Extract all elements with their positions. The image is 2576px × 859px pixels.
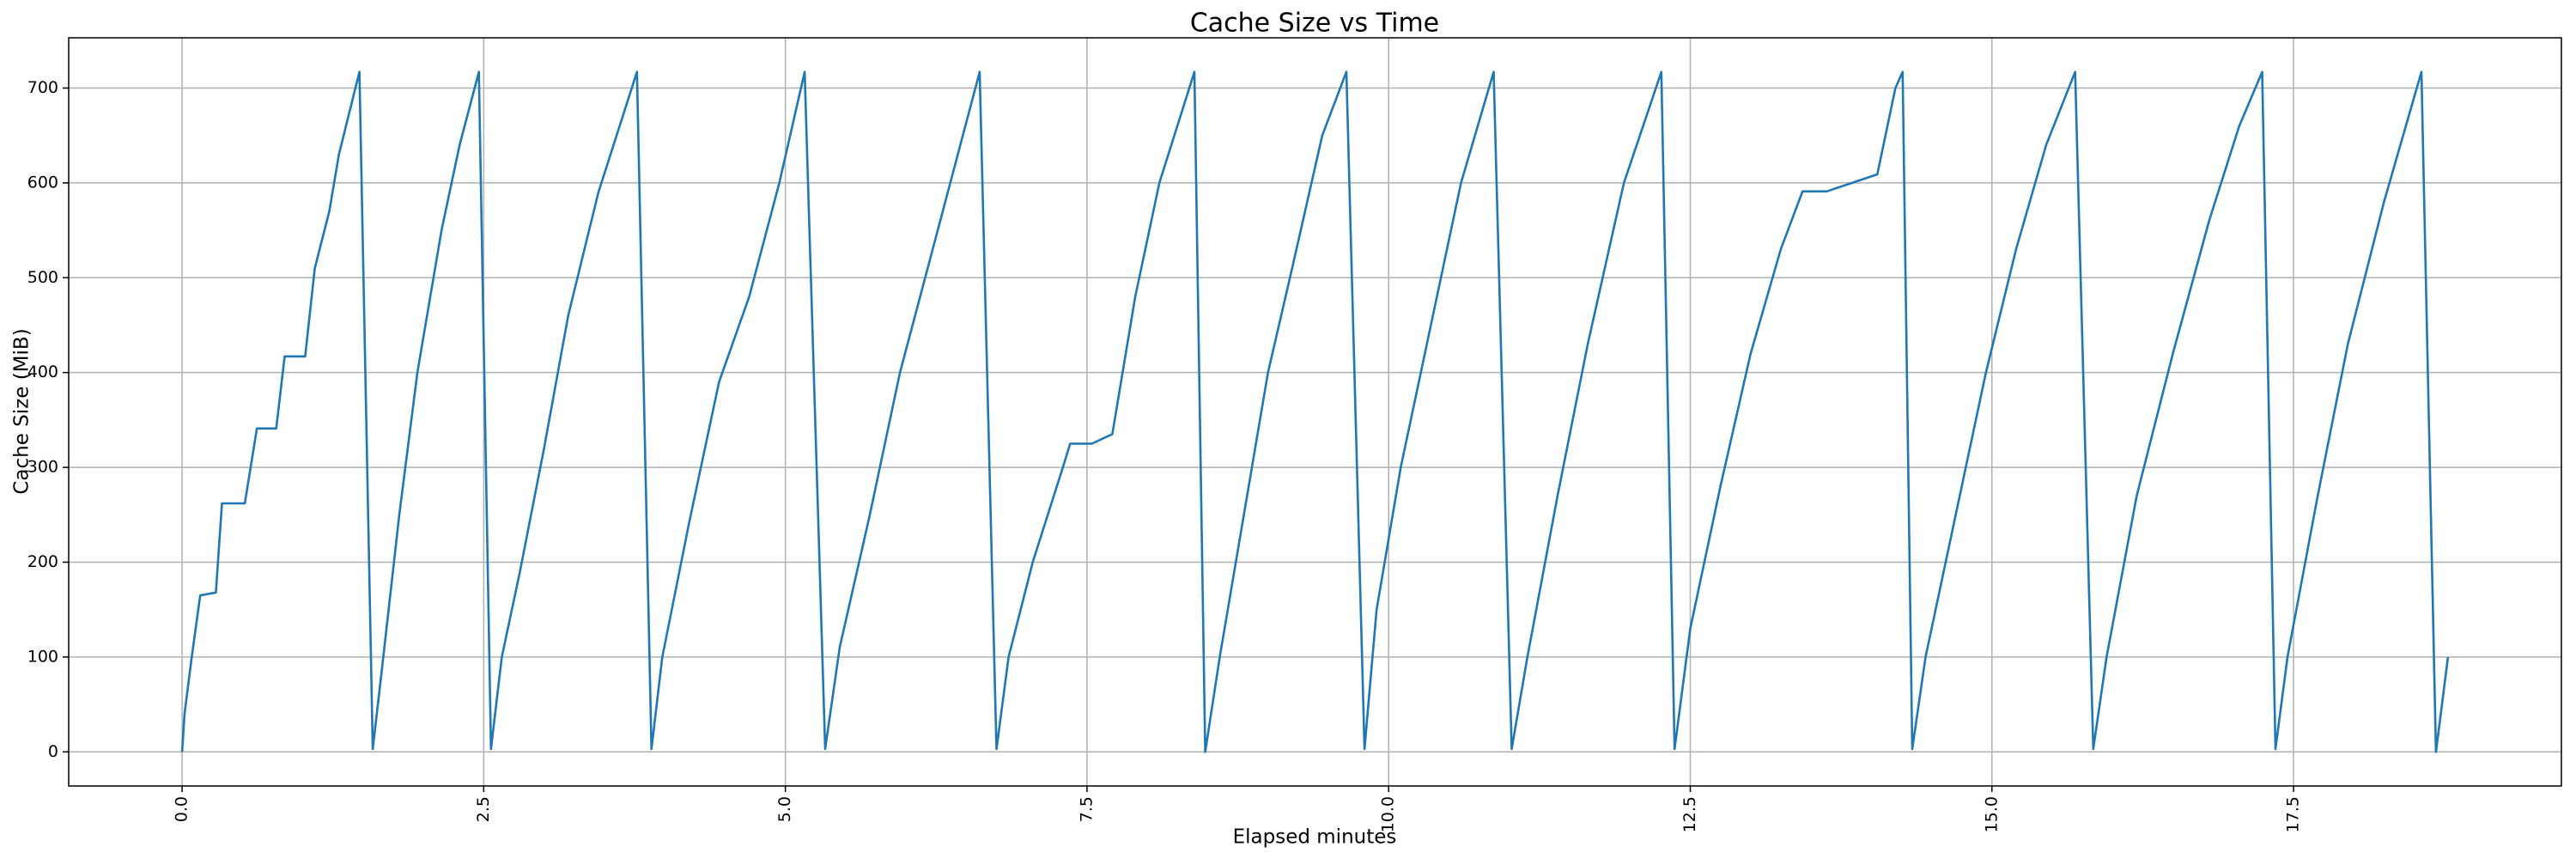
data-line — [180, 70, 2450, 753]
x-tick-label: 10.0 — [1379, 796, 1398, 832]
y-tick-label: 500 — [27, 268, 58, 287]
y-tick-label: 300 — [27, 458, 58, 477]
y-tick-label: 0 — [48, 742, 58, 761]
x-axis-label: Elapsed minutes — [1233, 826, 1397, 849]
chart-title: Cache Size vs Time — [1190, 9, 1439, 39]
plot-frame — [68, 37, 2562, 787]
x-tick-label: 15.0 — [1982, 796, 2001, 832]
y-axis-label: Cache Size (MiB) — [11, 328, 33, 494]
x-tick-label: 12.5 — [1680, 796, 1699, 832]
y-tick-label: 100 — [27, 647, 58, 666]
y-tick-label: 600 — [27, 173, 58, 192]
y-tick-label: 200 — [27, 552, 58, 571]
y-tick-label: 700 — [27, 78, 58, 97]
x-tick-label: 5.0 — [775, 796, 794, 822]
x-tick-label: 7.5 — [1077, 796, 1096, 822]
y-tick-label: 400 — [27, 362, 58, 381]
x-tick-label: 17.5 — [2284, 796, 2303, 832]
x-tick-label: 2.5 — [474, 796, 493, 822]
x-tick-label: 0.0 — [173, 796, 191, 822]
